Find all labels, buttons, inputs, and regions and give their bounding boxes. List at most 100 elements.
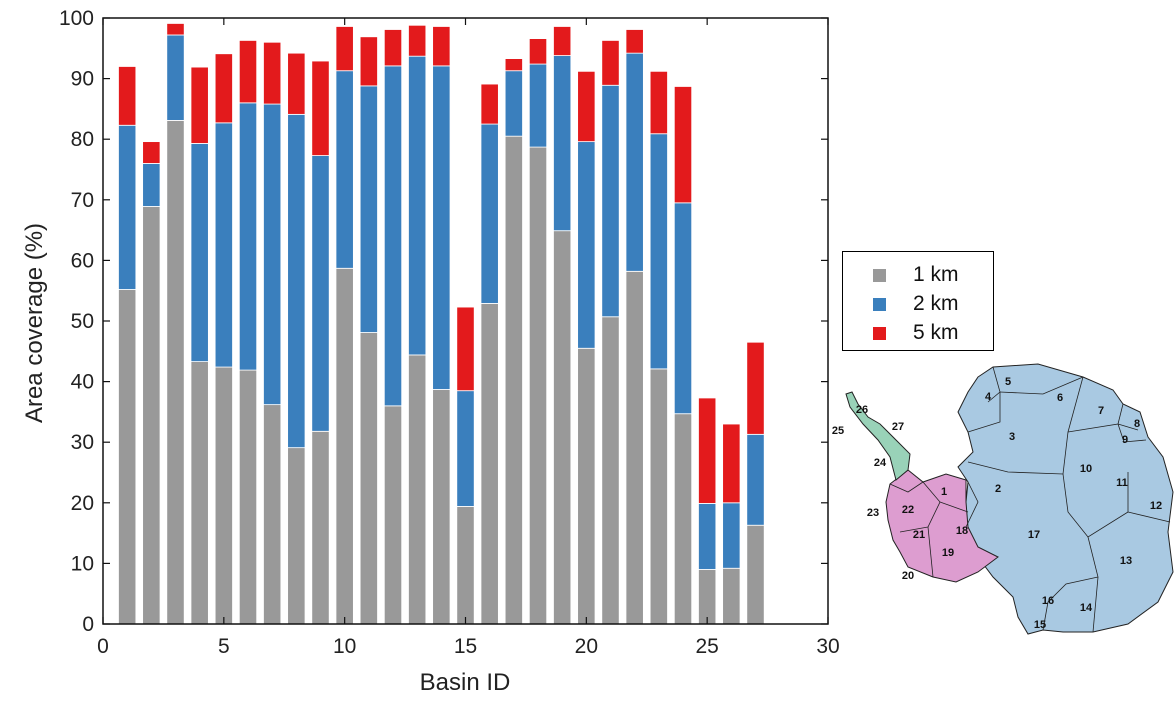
bar-basin-13-series-2 bbox=[408, 24, 427, 57]
bar-basin-5-series-1 bbox=[214, 122, 233, 368]
bar-basin-25-series-2 bbox=[698, 397, 717, 504]
bar-basin-13-series-1 bbox=[408, 55, 427, 356]
y-tick-label: 40 bbox=[71, 371, 94, 394]
bar-basin-4-series-1 bbox=[190, 143, 209, 363]
bar-basin-1-series-1 bbox=[118, 124, 137, 290]
bar-basin-22-series-1 bbox=[625, 52, 644, 272]
bar-basin-21-series-2 bbox=[601, 40, 620, 86]
bar-basin-18-series-0 bbox=[528, 146, 548, 625]
map-region-peninsula bbox=[845, 391, 911, 481]
legend-swatch bbox=[873, 327, 886, 340]
y-tick-label: 0 bbox=[82, 613, 94, 636]
y-tick-label: 30 bbox=[71, 431, 94, 454]
bar-basin-21-series-0 bbox=[601, 316, 620, 625]
y-tick-label: 10 bbox=[71, 552, 94, 575]
bar-basin-3-series-2 bbox=[166, 23, 185, 36]
bar-basin-27-series-1 bbox=[746, 433, 765, 526]
map-label-16: 16 bbox=[1042, 595, 1054, 607]
bar-basin-14-series-0 bbox=[432, 389, 451, 625]
map-label-17: 17 bbox=[1028, 529, 1040, 541]
legend-entry-1km: 1 km bbox=[843, 263, 993, 290]
map-basin-boundaries bbox=[889, 366, 1171, 633]
legend-entry-2km: 2 km bbox=[843, 292, 993, 319]
map-label-7: 7 bbox=[1098, 405, 1104, 417]
bar-basin-1-series-2 bbox=[118, 66, 137, 126]
y-tick-label: 70 bbox=[71, 189, 94, 212]
y-tick-label: 90 bbox=[71, 68, 94, 91]
bar-basin-18-series-1 bbox=[528, 63, 548, 148]
legend-label: 5 km bbox=[913, 321, 959, 344]
bar-basin-17-series-1 bbox=[504, 70, 523, 137]
bar-basin-7-series-2 bbox=[263, 41, 282, 105]
bar-basin-9-series-1 bbox=[311, 155, 330, 432]
bar-basin-11-series-0 bbox=[359, 332, 378, 625]
map-label-8: 8 bbox=[1134, 418, 1140, 430]
y-tick-label: 60 bbox=[71, 249, 94, 272]
bar-basin-3-series-1 bbox=[166, 34, 185, 121]
map-label-15: 15 bbox=[1034, 619, 1046, 631]
y-axis-label: Area coverage (%) bbox=[21, 223, 48, 423]
bar-basin-20-series-2 bbox=[577, 70, 596, 143]
bar-basin-26-series-1 bbox=[722, 502, 741, 569]
y-tick-label: 20 bbox=[71, 492, 94, 515]
bar-basin-19-series-0 bbox=[553, 230, 572, 625]
bar-basin-15-series-1 bbox=[456, 390, 475, 507]
x-tick-label: 5 bbox=[218, 635, 230, 658]
map-region-east bbox=[957, 363, 1174, 635]
map-label-4: 4 bbox=[985, 391, 992, 403]
x-tick-label: 15 bbox=[454, 635, 477, 658]
bar-basin-20-series-1 bbox=[577, 141, 596, 349]
bar-basin-8-series-2 bbox=[287, 52, 306, 115]
x-tick-label: 25 bbox=[695, 635, 718, 658]
bar-basin-20-series-0 bbox=[577, 347, 596, 625]
bar-basin-22-series-2 bbox=[625, 29, 644, 54]
bar-basin-6-series-1 bbox=[238, 102, 258, 371]
map-label-23: 23 bbox=[867, 507, 879, 519]
bar-basin-17-series-0 bbox=[504, 135, 523, 625]
y-tick-label: 100 bbox=[59, 7, 94, 30]
bar-basin-8-series-0 bbox=[287, 447, 306, 625]
bar-basin-11-series-1 bbox=[359, 85, 378, 333]
bar-basin-22-series-0 bbox=[625, 270, 644, 625]
x-tick-label: 20 bbox=[575, 635, 598, 658]
bar-basin-10-series-0 bbox=[335, 267, 354, 625]
bar-basin-16-series-0 bbox=[480, 303, 499, 625]
map-label-3: 3 bbox=[1009, 431, 1015, 443]
map-label-14: 14 bbox=[1080, 602, 1093, 614]
bar-basin-13-series-0 bbox=[408, 354, 427, 625]
bar-basin-6-series-2 bbox=[238, 40, 258, 104]
bar-basin-7-series-1 bbox=[263, 103, 282, 406]
map-label-20: 20 bbox=[902, 570, 914, 582]
bars-group bbox=[118, 23, 765, 625]
bar-basin-26-series-2 bbox=[722, 423, 741, 504]
legend-entry-5km: 5 km bbox=[843, 321, 993, 348]
x-tick-label: 0 bbox=[97, 635, 109, 658]
map-label-10: 10 bbox=[1080, 463, 1092, 475]
bar-basin-21-series-1 bbox=[601, 84, 620, 318]
bar-basin-4-series-0 bbox=[190, 361, 209, 625]
bar-basin-24-series-0 bbox=[673, 413, 693, 625]
x-tick-label: 10 bbox=[333, 635, 356, 658]
bar-basin-6-series-0 bbox=[238, 369, 258, 625]
map-basin-labels: 1 2 3 4 5 6 7 8 9 10 11 12 13 14 15 16 1… bbox=[832, 376, 1162, 631]
map-region-west bbox=[885, 469, 999, 583]
legend-swatch bbox=[873, 269, 886, 282]
bar-basin-1-series-0 bbox=[118, 289, 137, 625]
map-label-26: 26 bbox=[856, 404, 868, 416]
bar-basin-18-series-2 bbox=[528, 38, 548, 65]
bar-basin-9-series-2 bbox=[311, 60, 330, 156]
bar-basin-3-series-0 bbox=[166, 120, 185, 625]
bar-basin-8-series-1 bbox=[287, 113, 306, 449]
map-label-24: 24 bbox=[874, 457, 887, 469]
bar-basin-16-series-1 bbox=[480, 123, 499, 304]
legend-label: 2 km bbox=[913, 292, 959, 315]
bar-basin-26-series-0 bbox=[722, 567, 741, 625]
map-label-12: 12 bbox=[1150, 500, 1162, 512]
bar-basin-14-series-1 bbox=[432, 65, 451, 390]
bar-basin-24-series-1 bbox=[673, 202, 693, 415]
map-label-13: 13 bbox=[1120, 555, 1132, 567]
map-label-25: 25 bbox=[832, 425, 844, 437]
bar-basin-5-series-2 bbox=[214, 53, 233, 124]
map-label-1: 1 bbox=[941, 486, 947, 498]
bar-basin-16-series-2 bbox=[480, 83, 499, 125]
